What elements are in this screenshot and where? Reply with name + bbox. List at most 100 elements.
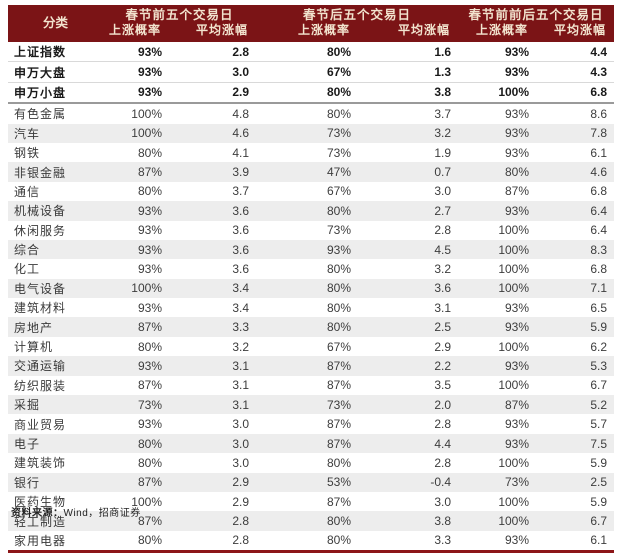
source-note-text: Wind，招商证券: [63, 508, 141, 519]
cell-value: 100%: [103, 123, 169, 143]
row-label: 计算机: [14, 340, 54, 355]
cell-value: 53%: [256, 472, 359, 492]
cell-value: 2.8: [434, 417, 452, 432]
cell-value: 87%: [326, 417, 352, 432]
cell-value: 2.8: [169, 42, 257, 63]
cell-value: 3.5: [434, 378, 452, 393]
cell-value: 5.9: [590, 494, 608, 509]
cell-value: 3.2: [232, 339, 250, 354]
cell-value: 100%: [458, 82, 537, 105]
cell-value: 93%: [505, 300, 530, 315]
cell-value: 87%: [505, 184, 530, 199]
column-group-pre-festival: 春节前五个交易日: [103, 5, 257, 23]
cell-value: 100%: [498, 223, 530, 238]
cell-value: 100%: [458, 511, 537, 531]
cell-value: 4.5: [358, 239, 459, 260]
cell-value: 73%: [458, 472, 537, 492]
cell-value: 3.8: [358, 511, 459, 531]
cell-value: 3.1: [434, 300, 452, 315]
row-label: 建筑装饰: [14, 456, 67, 471]
row-label: 通信: [14, 184, 41, 199]
cell-value: 100%: [498, 378, 530, 393]
cell-value: 100%: [498, 494, 530, 509]
table-row: 计算机 80% 3.2 67% 2.9 100% 6.2: [8, 337, 614, 356]
cell-value: 2.5: [358, 317, 459, 337]
cell-value: 87%: [137, 378, 162, 393]
cell-value: 3.9: [169, 162, 257, 182]
cell-value: 80%: [137, 533, 162, 548]
cell-value: 93%: [458, 317, 537, 337]
table-row: 房地产 87% 3.3 80% 2.5 93% 5.9: [8, 317, 615, 337]
cell-value: 3.6: [169, 239, 257, 260]
cell-value: 6.1: [590, 533, 608, 548]
cell-value: 3.0: [169, 433, 257, 454]
cell-value: 93%: [458, 61, 537, 83]
cell-value: 80%: [137, 455, 162, 470]
cell-value: 3.7: [434, 106, 452, 121]
table-row: 有色金属 100% 4.8 80% 3.7 93% 8.6: [8, 103, 614, 123]
cell-value: 7.5: [536, 433, 615, 454]
cell-value: 3.0: [434, 184, 452, 199]
cell-value: 93%: [505, 417, 530, 432]
cell-value: 7.8: [536, 123, 615, 143]
cell-value: 100%: [498, 455, 530, 470]
row-label: 机械设备: [8, 201, 103, 221]
cell-value: 80%: [256, 317, 359, 337]
cell-value: 3.0: [434, 494, 452, 509]
cell-value: 3.6: [169, 201, 257, 221]
cell-value: 87%: [326, 494, 352, 509]
cell-value: 8.3: [536, 239, 615, 260]
cell-value: 2.8: [232, 533, 250, 548]
cell-value: 6.5: [590, 300, 608, 315]
cell-value: 80%: [137, 339, 162, 354]
row-label: 申万大盘: [8, 61, 103, 83]
row-label: 申万小盘: [8, 82, 103, 105]
table-row: 建筑材料 93% 3.4 80% 3.1 93% 6.5: [8, 298, 614, 317]
row-label: 医药生物: [14, 495, 67, 510]
cell-value: 93%: [103, 356, 169, 376]
table-row: 机械设备 93% 3.6 80% 2.7 93% 6.4: [8, 201, 615, 221]
spring-festival-returns-table-figure: 分类 春节前五个交易日 春节后五个交易日 春节前前后五个交易日 上涨概率 平均涨…: [8, 5, 615, 553]
cell-value: 3.3: [434, 533, 452, 548]
cell-value: 6.2: [590, 339, 608, 354]
subcolumn-pre-avg-gain: 平均涨幅: [169, 23, 257, 42]
cell-value: 80%: [256, 511, 359, 531]
cell-value: 93%: [256, 239, 359, 260]
row-label: 有色金属: [14, 107, 67, 122]
row-label: 休闲服务: [14, 223, 67, 238]
cell-value: 0.7: [358, 162, 459, 182]
cell-value: 5.9: [536, 317, 615, 337]
table-row: 建筑装饰 80% 3.0 80% 2.8 100% 5.9: [8, 453, 614, 472]
row-label: 钢铁: [14, 146, 41, 161]
cell-value: 2.9: [232, 494, 250, 509]
cell-value: 2.9: [169, 472, 257, 492]
cell-value: 80%: [256, 201, 359, 221]
table-row: 医药生物 100% 2.9 87% 3.0 100% 5.9: [8, 492, 614, 511]
cell-value: 67%: [256, 61, 359, 83]
cell-value: 80%: [256, 42, 359, 63]
source-note: 资料来源：Wind，招商证券: [11, 504, 141, 519]
subcolumn-around-avg-gain: 平均涨幅: [536, 23, 615, 42]
row-label: 汽车: [8, 123, 103, 143]
cell-value: 73%: [326, 145, 352, 160]
cell-value: 2.8: [169, 511, 257, 531]
cell-value: 100%: [131, 494, 162, 509]
cell-value: 2.7: [358, 201, 459, 221]
festival-returns-table: 分类 春节前五个交易日 春节后五个交易日 春节前前后五个交易日 上涨概率 平均涨…: [8, 5, 615, 553]
cell-value: 93%: [458, 42, 537, 63]
cell-value: 4.6: [536, 162, 615, 182]
cell-value: 4.3: [536, 61, 615, 83]
cell-value: 100%: [498, 339, 530, 354]
cell-value: 93%: [137, 223, 162, 238]
table-row: 休闲服务 93% 3.6 73% 2.8 100% 6.4: [8, 221, 614, 240]
cell-value: 100%: [458, 239, 537, 260]
subcolumn-post-probability: 上涨概率: [256, 23, 359, 42]
row-label: 电气设备: [8, 278, 103, 299]
cell-value: 80%: [103, 433, 169, 454]
cell-value: 5.7: [590, 417, 608, 432]
table-row: 电子 80% 3.0 87% 4.4 93% 7.5: [8, 433, 615, 454]
subcolumn-around-probability: 上涨概率: [458, 23, 537, 42]
subcolumn-post-avg-gain: 平均涨幅: [358, 23, 459, 42]
cell-value: 4.6: [169, 123, 257, 143]
cell-value: 100%: [458, 278, 537, 299]
